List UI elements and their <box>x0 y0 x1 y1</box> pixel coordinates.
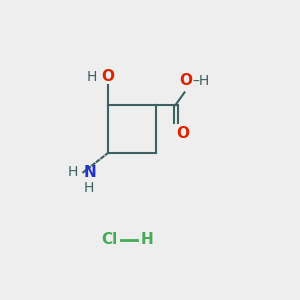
Text: N: N <box>84 165 97 180</box>
Text: O: O <box>176 126 189 141</box>
Text: O: O <box>101 69 115 84</box>
Text: H: H <box>141 232 154 247</box>
Text: H: H <box>84 181 94 194</box>
Text: H: H <box>68 166 78 179</box>
Text: H: H <box>86 70 97 84</box>
Text: Cl: Cl <box>101 232 117 247</box>
Text: O: O <box>179 74 192 88</box>
Text: –H: –H <box>192 74 209 88</box>
